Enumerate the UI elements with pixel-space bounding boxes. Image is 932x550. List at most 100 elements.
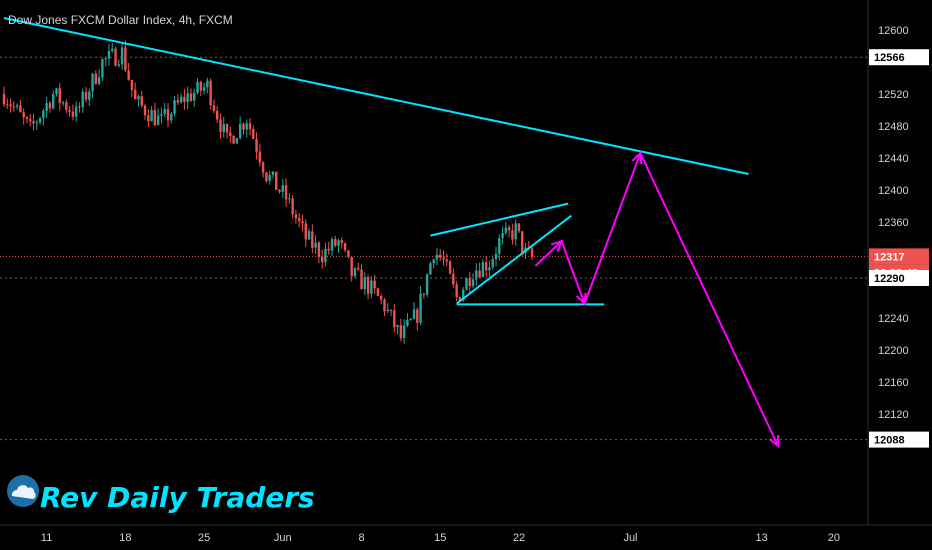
candle-body — [199, 81, 202, 91]
candle-body — [193, 92, 196, 101]
candle-body — [6, 104, 9, 106]
candle-body — [439, 254, 442, 258]
candle-body — [507, 227, 511, 231]
candle-body — [130, 79, 134, 90]
trendline-long-downtrend[interactable] — [3, 17, 749, 175]
candle-body — [393, 310, 396, 328]
candle-body — [327, 248, 330, 251]
candle-body — [462, 289, 465, 301]
price-tick-4: 12400 — [878, 185, 909, 197]
candle-body — [330, 239, 334, 251]
time-tick-1: 18 — [119, 532, 131, 544]
candle-body — [275, 171, 278, 190]
price-tick-2: 12480 — [878, 121, 909, 133]
candle-body — [484, 262, 488, 271]
candle-body — [137, 96, 140, 100]
time-tick-4: 8 — [358, 532, 364, 544]
candle-body — [91, 73, 94, 92]
time-tick-5: 15 — [434, 532, 446, 544]
time-tick-2: 25 — [198, 532, 210, 544]
candle-body — [55, 88, 58, 94]
candle-body — [2, 94, 6, 105]
time-tick-7: Jul — [623, 532, 637, 544]
candle-body — [465, 278, 468, 290]
time-tick-8: 13 — [756, 532, 768, 544]
candle-body — [468, 278, 471, 286]
candle-body — [117, 64, 120, 66]
candle-body — [363, 277, 366, 290]
candle-body — [514, 223, 517, 240]
candle-body — [88, 91, 91, 100]
candle-body — [242, 123, 245, 130]
candle-body — [65, 102, 68, 110]
candle-body — [212, 105, 216, 111]
candle-body — [235, 138, 239, 144]
candle-body — [452, 273, 455, 285]
candle-body — [337, 240, 340, 246]
candle-body — [74, 106, 78, 117]
candle-body — [166, 109, 170, 121]
candle-body — [163, 109, 166, 115]
candle-body — [124, 47, 127, 71]
candle-body — [389, 309, 393, 311]
candle-body — [419, 293, 422, 323]
candle-body — [189, 93, 193, 101]
candle-body — [501, 232, 504, 239]
candle-body — [373, 280, 376, 289]
candle-body — [111, 48, 114, 51]
price-tick-1: 12520 — [878, 89, 909, 101]
candle-body — [19, 105, 22, 113]
candle-body — [143, 105, 147, 116]
candle-body — [219, 119, 222, 133]
candle-body — [107, 50, 111, 59]
price-badge-4: 12088 — [874, 435, 905, 447]
price-tick-9: 12120 — [878, 409, 909, 421]
candle-body — [101, 59, 104, 78]
candle-body — [406, 319, 409, 326]
candle-body — [343, 243, 347, 251]
price-tick-8: 12160 — [878, 377, 909, 389]
candle-body — [445, 259, 448, 262]
overlays-layer — [0, 17, 868, 449]
candle-body — [281, 185, 284, 192]
price-badges: 125661231702:03:431229012088 — [869, 49, 929, 448]
candle-body — [68, 109, 71, 112]
candle-body — [478, 270, 481, 277]
trendline-wedge-lower[interactable] — [456, 214, 573, 305]
candle-body — [15, 105, 19, 107]
candle-body — [402, 325, 406, 338]
price-tick-3: 12440 — [878, 153, 909, 165]
candle-body — [442, 257, 445, 260]
candle-body — [353, 268, 357, 277]
candle-body — [261, 162, 265, 173]
candle-body — [94, 73, 98, 84]
chart-title: Dow Jones FXCM Dollar Index, 4h, FXCM — [8, 13, 233, 27]
candle-body — [173, 100, 176, 114]
candle-body — [9, 104, 12, 107]
candle-body — [347, 250, 350, 258]
price-tick-7: 12200 — [878, 345, 909, 357]
candle-body — [481, 262, 485, 277]
candle-body — [134, 89, 137, 100]
candle-body — [150, 110, 153, 122]
candle-body — [291, 198, 294, 215]
candle-body — [491, 259, 494, 268]
candle-body — [120, 47, 124, 65]
candle-body — [307, 231, 311, 240]
projection-arrowhead — [575, 292, 587, 306]
candle-body — [488, 267, 491, 271]
candle-body — [35, 122, 38, 124]
candle-body — [412, 309, 416, 320]
projection-arrowhead — [550, 239, 564, 252]
candle-body — [265, 172, 268, 181]
candles-layer — [2, 40, 534, 344]
candle-body — [370, 280, 373, 294]
candle-body — [340, 240, 344, 244]
price-badge-bg-0 — [869, 49, 929, 66]
candle-body — [521, 231, 524, 253]
time-tick-3: Jun — [274, 532, 292, 544]
candle-body — [222, 124, 225, 133]
candle-body — [294, 214, 298, 219]
trendline-wedge-upper[interactable] — [430, 202, 569, 237]
